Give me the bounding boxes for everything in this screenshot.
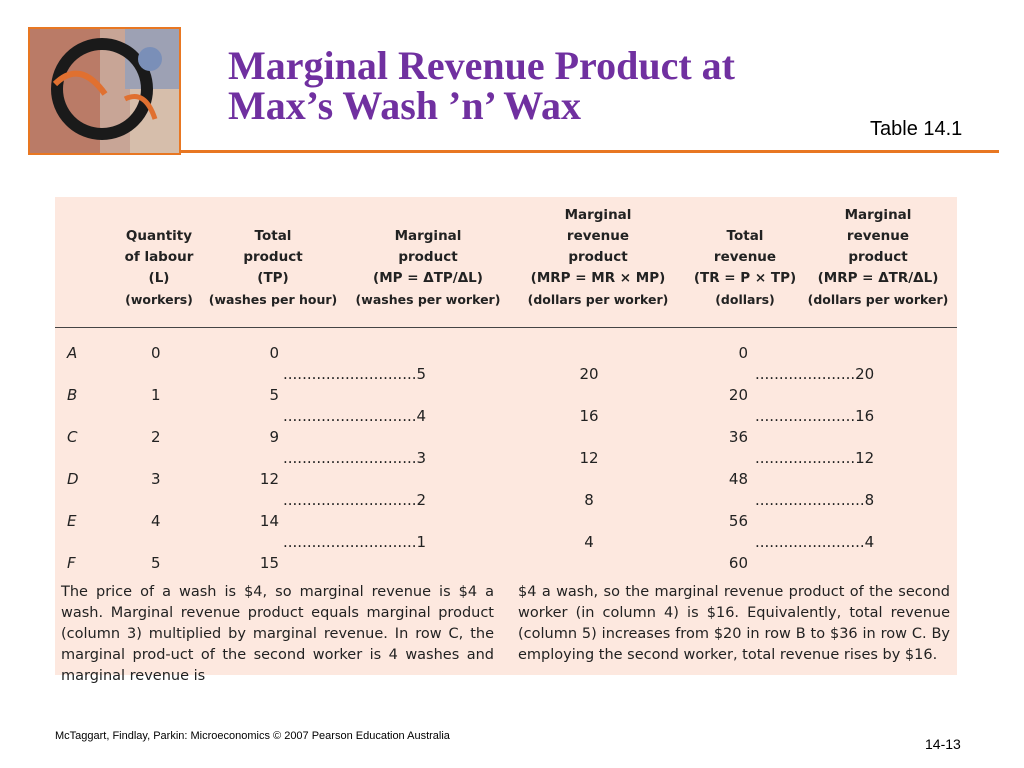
- slide-title: Marginal Revenue Product at Max’s Wash ’…: [228, 46, 735, 126]
- table-panel: Quantity of labour (L) (workers) Total p…: [55, 197, 957, 684]
- labour-cell: 5: [151, 554, 161, 572]
- header-total-revenue: Total revenue (TR = P × TP) (dollars): [693, 228, 797, 307]
- labour-cell: 0: [151, 344, 161, 362]
- title-line-2: Max’s Wash ’n’ Wax: [228, 83, 582, 128]
- chapter-logo-image: [28, 27, 181, 155]
- labour-cell: 2: [151, 428, 161, 446]
- row-label: E: [67, 512, 77, 530]
- header-quantity-of-labour: Quantity of labour (L) (workers): [124, 228, 194, 307]
- total-revenue-cell: 0: [738, 344, 748, 362]
- mrp-tr-cell: .......................4: [755, 533, 875, 551]
- footer-copyright: McTaggart, Findlay, Parkin: Microeconomi…: [55, 730, 450, 742]
- table-tag: Table 14.1: [870, 118, 963, 140]
- mrp-cell: 8: [584, 491, 594, 509]
- marginal-product-cell: ............................1: [283, 533, 427, 551]
- mrp-tr-cell: .......................8: [755, 491, 875, 509]
- total-revenue-cell: 20: [728, 386, 748, 404]
- explanatory-note-right: $4 a wash, so the marginal revenue produ…: [518, 584, 950, 663]
- total-revenue-cell: 36: [728, 428, 748, 446]
- title-divider: [181, 150, 999, 153]
- mrp-cell: 4: [584, 533, 594, 551]
- row-label: B: [67, 386, 78, 404]
- row-label: A: [67, 344, 78, 362]
- mrp-tr-cell: .....................16: [755, 407, 875, 425]
- total-product-cell: 14: [259, 512, 279, 530]
- page-number: 14-13: [925, 736, 961, 752]
- mrp-cell: 12: [579, 449, 599, 467]
- total-revenue-cell: 48: [728, 470, 748, 488]
- header-marginal-product: Marginal product (MP = ΔTP/ΔL) (washes p…: [355, 228, 501, 307]
- row-label: F: [67, 554, 76, 572]
- labour-cell: 4: [151, 512, 161, 530]
- title-line-1: Marginal Revenue Product at: [228, 43, 735, 88]
- total-product-cell: 9: [269, 428, 279, 446]
- explanatory-note-left: The price of a wash is $4, so marginal r…: [61, 584, 494, 684]
- header-marginal-revenue-product-dtr-dl: Marginal revenue product (MRP = ΔTR/ΔL) …: [807, 207, 949, 307]
- row-label: D: [67, 470, 79, 488]
- row-label: C: [67, 428, 78, 446]
- marginal-product-cell: ............................4: [283, 407, 427, 425]
- header-marginal-revenue-product-mr-mp: Marginal revenue product (MRP = MR × MP)…: [527, 207, 669, 307]
- mrp-tr-cell: .....................12: [755, 449, 875, 467]
- header-total-product: Total product (TP) (washes per hour): [208, 228, 338, 307]
- header-divider: [55, 327, 957, 328]
- mrp-cell: 20: [579, 365, 599, 383]
- mrp-cell: 16: [579, 407, 599, 425]
- total-product-cell: 5: [269, 386, 279, 404]
- total-revenue-cell: 56: [728, 512, 748, 530]
- total-product-cell: 15: [259, 554, 279, 572]
- total-product-cell: 0: [269, 344, 279, 362]
- total-revenue-cell: 60: [728, 554, 748, 572]
- marginal-product-cell: ............................5: [283, 365, 427, 383]
- marginal-product-cell: ............................2: [283, 491, 427, 509]
- mrp-tr-cell: .....................20: [755, 365, 875, 383]
- total-product-cell: 12: [259, 470, 279, 488]
- marginal-product-cell: ............................3: [283, 449, 427, 467]
- labour-cell: 1: [151, 386, 161, 404]
- labour-cell: 3: [151, 470, 161, 488]
